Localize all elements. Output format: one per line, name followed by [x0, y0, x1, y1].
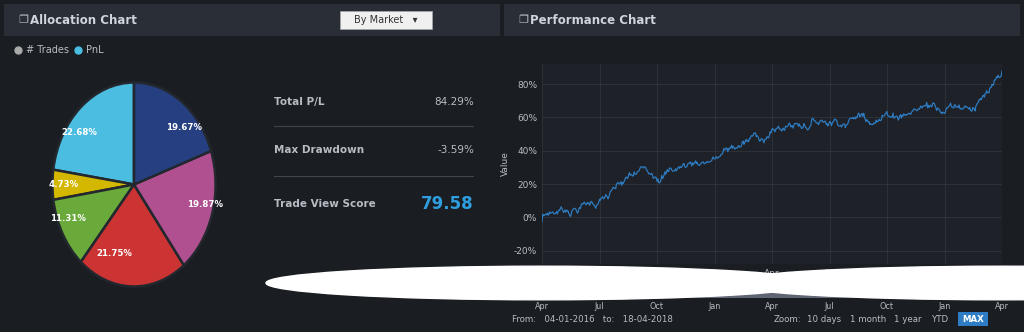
FancyBboxPatch shape [340, 11, 432, 29]
Text: Allocation Chart: Allocation Chart [30, 14, 137, 27]
Text: -3.59%: -3.59% [437, 145, 474, 155]
Circle shape [726, 266, 1024, 300]
Text: By Market   ▾: By Market ▾ [354, 15, 418, 25]
Text: 19.87%: 19.87% [187, 200, 223, 209]
Text: PnL: PnL [86, 45, 103, 55]
Text: 11.31%: 11.31% [49, 214, 85, 223]
Text: # Trades: # Trades [26, 45, 69, 55]
Text: 1 month: 1 month [850, 314, 886, 323]
Text: Performance Chart: Performance Chart [530, 14, 656, 27]
Text: 21.75%: 21.75% [96, 249, 132, 258]
Text: 84.29%: 84.29% [434, 97, 474, 107]
Text: MAX: MAX [963, 314, 984, 323]
Circle shape [266, 266, 818, 300]
Text: Oct: Oct [880, 302, 894, 311]
Text: Apr: Apr [765, 302, 779, 311]
Wedge shape [134, 82, 211, 185]
Text: Apr: Apr [995, 302, 1009, 311]
Text: 79.58: 79.58 [421, 195, 474, 213]
Text: Trade View Score: Trade View Score [274, 199, 376, 209]
Text: YTD: YTD [933, 314, 949, 323]
Wedge shape [52, 170, 134, 200]
Text: Jul: Jul [824, 302, 835, 311]
FancyBboxPatch shape [958, 312, 988, 326]
Text: Oct: Oct [650, 302, 664, 311]
Text: Zoom:: Zoom: [774, 314, 802, 323]
Text: Max Drawdown: Max Drawdown [274, 145, 365, 155]
Text: Jan: Jan [938, 302, 950, 311]
Text: 10 days: 10 days [807, 314, 841, 323]
Text: 19.67%: 19.67% [166, 124, 202, 132]
Text: Apr: Apr [535, 302, 549, 311]
Wedge shape [81, 185, 184, 287]
Y-axis label: Value: Value [501, 152, 510, 176]
Text: Jan: Jan [709, 302, 721, 311]
Text: 22.68%: 22.68% [61, 127, 97, 136]
Wedge shape [53, 82, 134, 185]
Wedge shape [134, 151, 216, 265]
Text: ❐: ❐ [18, 15, 28, 25]
Text: Total P/L: Total P/L [274, 97, 325, 107]
Wedge shape [53, 185, 134, 262]
Text: 4.73%: 4.73% [48, 180, 79, 189]
FancyBboxPatch shape [504, 4, 1020, 36]
Text: From:   04-01-2016   to:   18-04-2018: From: 04-01-2016 to: 18-04-2018 [512, 314, 673, 323]
Text: Jul: Jul [595, 302, 604, 311]
FancyBboxPatch shape [4, 4, 500, 36]
Text: ❐: ❐ [518, 15, 528, 25]
Text: 1 year: 1 year [894, 314, 922, 323]
